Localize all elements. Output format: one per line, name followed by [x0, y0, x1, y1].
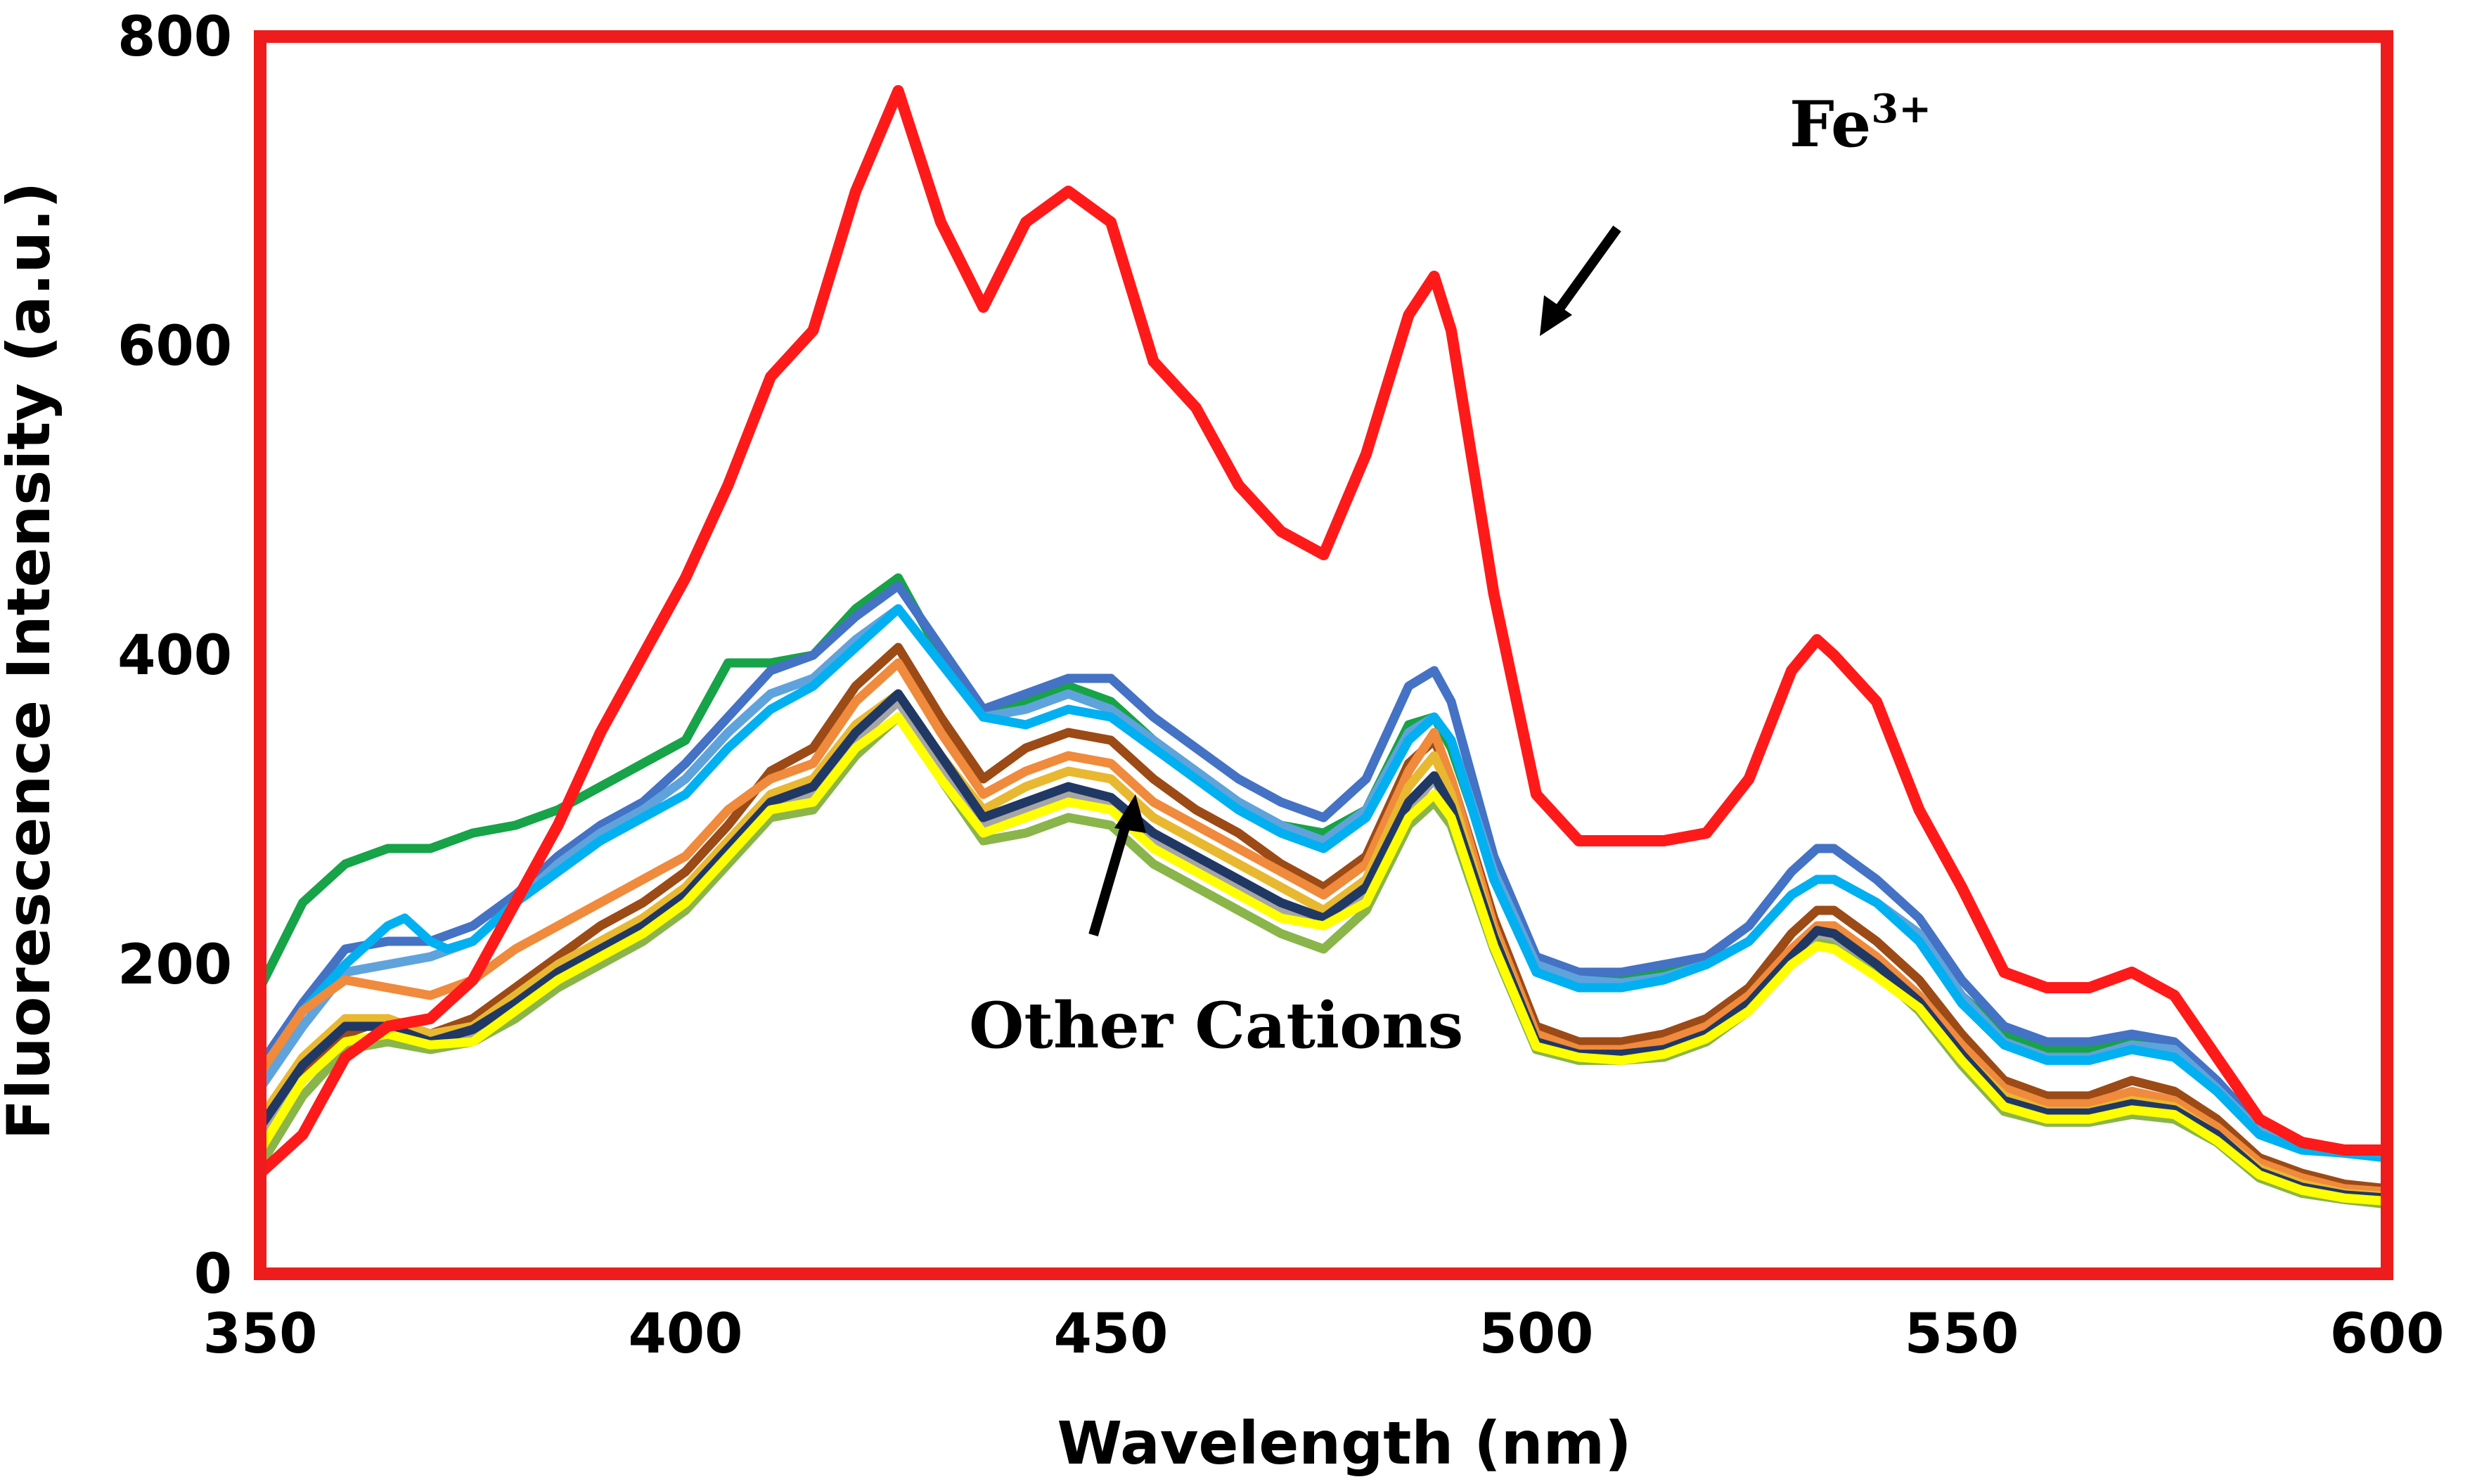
series-line-cation-6	[255, 658, 2392, 1196]
series-line-cation-2	[255, 581, 2392, 1158]
series-line-cation-1	[255, 573, 2392, 1163]
plot-frame	[254, 30, 2393, 1280]
fe3-annotation-text: Fe	[1789, 87, 1871, 162]
series-line-cation-10	[255, 689, 2392, 1203]
x-axis-label: Wavelength (nm)	[1057, 1409, 1631, 1478]
y-tick-label: 0	[194, 1243, 232, 1306]
x-tick-label: 600	[2330, 1303, 2445, 1366]
fe3-annotation: Fe3+	[1789, 86, 1931, 162]
other-cations-annotation: Other Cations	[969, 988, 1463, 1063]
x-tick-label: 450	[1054, 1303, 1169, 1366]
series-layer	[255, 85, 2393, 1209]
x-tick-label: 350	[203, 1303, 318, 1366]
y-tick-label: 600	[117, 315, 232, 378]
fe3-arrow	[1540, 225, 1621, 336]
x-tick-label: 550	[1905, 1303, 2019, 1366]
y-tick-label: 200	[117, 934, 232, 997]
other-cations-arrow	[1088, 794, 1146, 936]
series-line-cation-4	[255, 604, 2392, 1163]
y-tick-label: 800	[117, 6, 232, 69]
fe3-annotation-superscript: 3+	[1871, 86, 1931, 132]
series-line-cation-11	[255, 712, 2392, 1206]
y-axis-label: Fluorescence Intensity (a.u.)	[0, 182, 63, 1140]
axis-layer: 350 400 450 500 550 600 0 200 400 600 800	[117, 6, 2444, 1366]
series-line-fe3-	[255, 85, 2393, 1179]
x-tick-label: 500	[1479, 1303, 1594, 1366]
y-tick-label: 400	[117, 624, 232, 688]
x-tick-label: 400	[629, 1303, 743, 1366]
